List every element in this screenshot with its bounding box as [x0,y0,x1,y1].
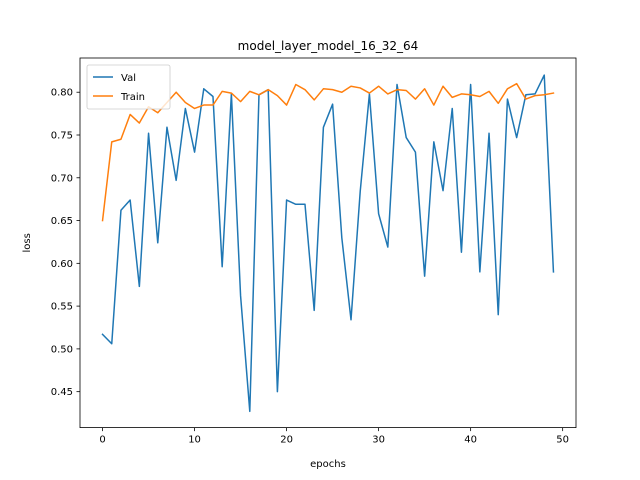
y-tick-label: 0.65 [51,216,73,227]
x-axis-label: epochs [310,459,346,470]
y-tick-label: 0.55 [51,302,73,313]
y-tick-label: 0.75 [51,131,73,142]
x-tick-label: 20 [280,435,293,446]
x-tick-label: 40 [464,435,477,446]
legend-box [86,64,171,110]
y-tick-label: 0.45 [51,387,73,398]
y-axis-label: loss [22,233,33,252]
x-axis-ticks: 0 10 20 30 40 50 [99,427,569,446]
legend-label-val: Val [121,73,136,84]
chart-title: model_layer_model_16_32_64 [238,39,419,53]
x-tick-label: 50 [556,435,569,446]
axes-frame [79,57,577,429]
y-tick-label: 0.50 [51,344,73,355]
x-tick-label: 30 [372,435,385,446]
y-tick-label: 0.70 [51,173,73,184]
y-axis-ticks: 0.45 0.50 0.55 0.60 0.65 0.70 0.75 0.80 [51,88,80,398]
x-tick-label: 0 [99,435,105,446]
y-tick-label: 0.60 [51,259,73,270]
y-tick-label: 0.80 [51,88,73,99]
series-line-train [101,82,555,222]
legend-label-train: Train [120,92,145,103]
x-tick-label: 10 [188,435,201,446]
legend: Val Train [86,64,171,110]
series-layer [101,74,555,413]
series-line-val [101,74,555,413]
